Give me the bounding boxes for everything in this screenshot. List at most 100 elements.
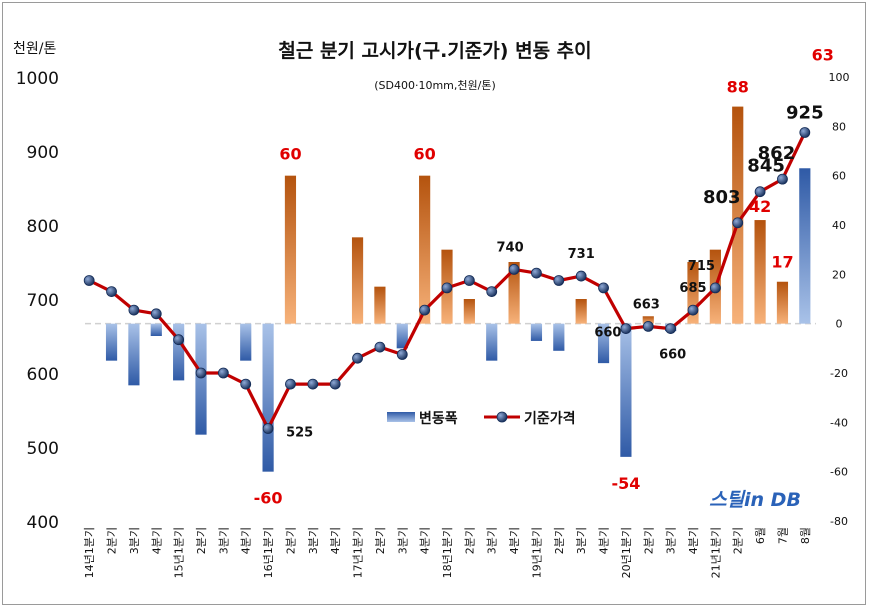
- bar-25: [642, 316, 654, 324]
- x-tick-label-31: 7월: [776, 527, 789, 544]
- y-right-tick-7: 60: [832, 170, 846, 183]
- bar-7: [240, 323, 252, 361]
- bar-21: [553, 323, 565, 351]
- legend-bar-swatch: [387, 412, 415, 422]
- bar-23: [597, 323, 610, 364]
- line-point-14: [396, 349, 408, 360]
- line-point-19: [508, 263, 520, 275]
- line-point-28: [709, 282, 721, 294]
- x-tick-label-10: 3분기: [307, 527, 320, 554]
- x-tick-label-11: 4분기: [329, 527, 342, 554]
- x-tick-label-4: 15년1분기: [173, 527, 186, 578]
- line-point-23: [598, 282, 609, 294]
- bar-14: [396, 323, 408, 349]
- x-tick-label-18: 3분기: [486, 527, 499, 554]
- line-point-32: [799, 127, 811, 138]
- bar-32: [799, 168, 811, 324]
- x-tick-label-27: 4분기: [687, 527, 700, 554]
- y-right-tick-2: -40: [830, 416, 848, 429]
- bar-label-2: 60: [414, 145, 436, 164]
- bar-27: [687, 262, 699, 324]
- bar-18: [486, 323, 498, 361]
- legend-bar-label: 변동폭: [419, 411, 458, 427]
- line-point-24: [620, 323, 632, 335]
- x-tick-label-3: 4분기: [150, 527, 163, 554]
- y-left-tick-1: 500: [27, 439, 59, 459]
- bar-5: [195, 323, 207, 435]
- line-label-7: 715: [688, 259, 715, 274]
- bar-29: [732, 106, 744, 324]
- line-label-5: 660: [659, 348, 686, 363]
- line-point-29: [732, 217, 744, 229]
- line-point-22: [575, 270, 587, 282]
- bar-12: [351, 237, 364, 324]
- bar-3: [150, 323, 162, 336]
- line-point-18: [486, 286, 498, 298]
- chart-subtitle: (SD400·10mm,천원/톤): [374, 78, 496, 92]
- line-label-9: 845: [747, 156, 785, 177]
- y-right-tick-1: -60: [830, 466, 848, 479]
- line-point-21: [553, 275, 565, 286]
- x-tick-label-16: 18년1분기: [441, 527, 454, 578]
- line-label-2: 731: [568, 247, 595, 262]
- bar-17: [463, 299, 475, 324]
- line-point-31: [777, 173, 788, 185]
- x-tick-label-8: 16년1분기: [262, 527, 275, 578]
- bar-label-7: 63: [812, 45, 834, 64]
- line-point-5: [195, 367, 207, 379]
- x-tick-label-32: 8월: [799, 527, 812, 544]
- bar-15: [419, 175, 431, 324]
- line-point-27: [687, 304, 699, 316]
- y-left-tick-6: 1000: [16, 69, 59, 89]
- line-point-17: [463, 275, 475, 286]
- bar-22: [575, 299, 587, 324]
- x-tick-label-23: 4분기: [598, 527, 611, 554]
- bar-9: [284, 175, 297, 324]
- bar-1: [105, 323, 118, 361]
- bar-4: [173, 323, 185, 381]
- line-label-10: 862: [758, 143, 796, 164]
- y-right-tick-9: 100: [829, 71, 850, 84]
- y-right-tick-5: 20: [832, 268, 846, 281]
- y-right-tick-0: -80: [830, 515, 848, 528]
- watermark-logo: 스틸in DB: [709, 489, 801, 511]
- watermark-text: 스틸in DB: [709, 489, 801, 511]
- x-tick-label-5: 2분기: [195, 527, 208, 554]
- legend: 변동폭 기준가격: [387, 410, 576, 427]
- line-label-4: 663: [633, 297, 660, 312]
- line-point-26: [665, 323, 677, 335]
- x-tick-label-22: 3분기: [575, 527, 588, 554]
- line-point-10: [307, 378, 319, 390]
- line-point-11: [329, 378, 341, 390]
- line-label-1: 740: [497, 240, 524, 255]
- x-tick-label-13: 2분기: [374, 527, 387, 554]
- line-point-25: [642, 320, 654, 332]
- line-label-8: 803: [703, 187, 741, 208]
- line-label-0: 525: [286, 426, 313, 441]
- x-tick-label-29: 2분기: [732, 527, 745, 554]
- line-point-16: [441, 282, 453, 294]
- line-point-9: [285, 378, 296, 390]
- bar-31: [776, 281, 789, 324]
- bar-label-6: 17: [771, 253, 793, 272]
- y-left-tick-0: 400: [27, 513, 59, 533]
- line-point-13: [374, 341, 386, 353]
- y-left-tick-2: 600: [27, 365, 59, 385]
- bar-label-0: -60: [254, 489, 283, 508]
- legend-line-marker: [496, 411, 508, 423]
- bar-label-5: 42: [749, 197, 771, 216]
- line-label-6: 685: [679, 281, 706, 296]
- x-tick-label-28: 21년1분기: [709, 527, 722, 578]
- line-point-2: [128, 304, 140, 316]
- bar-24: [620, 323, 632, 457]
- line-point-1: [106, 286, 117, 298]
- line-group: [83, 127, 811, 434]
- bar-label-1: 60: [279, 145, 301, 164]
- bar-13: [374, 286, 386, 324]
- x-tick-label-14: 3분기: [396, 527, 409, 554]
- bar-label-4: 88: [727, 78, 749, 97]
- line-point-6: [217, 367, 229, 379]
- line-point-0: [83, 275, 95, 286]
